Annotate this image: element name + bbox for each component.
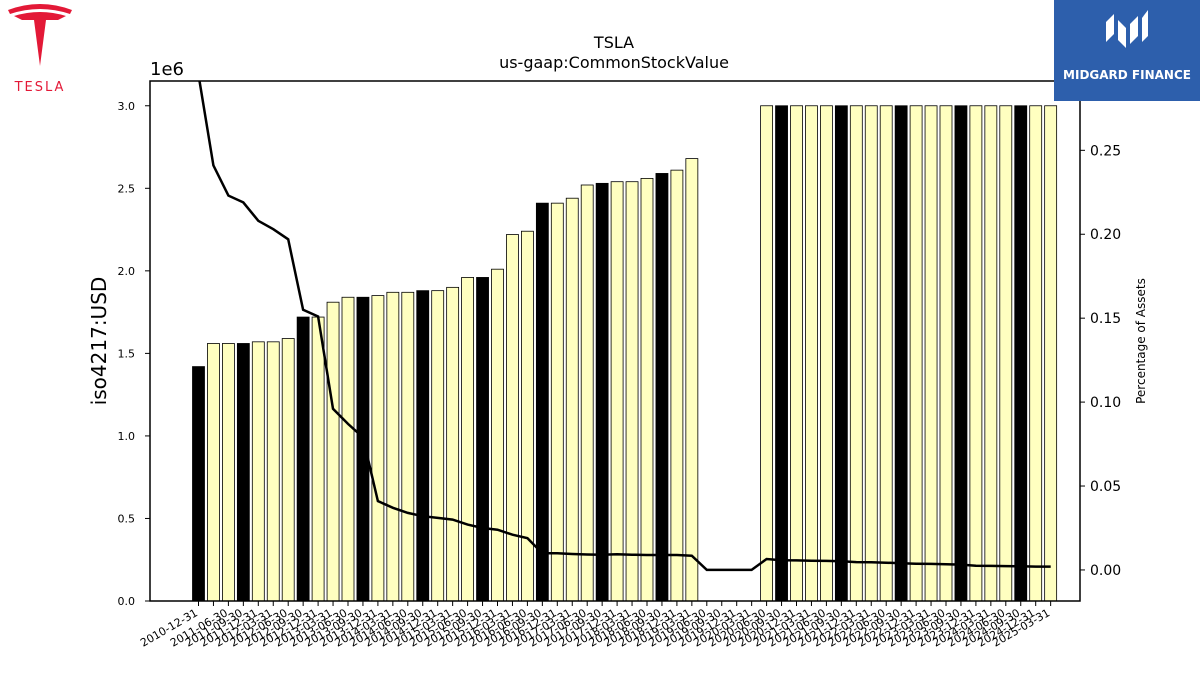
y-tick-label: 1.0: [118, 430, 136, 443]
bar: [311, 316, 325, 602]
y-tick-label: 1.5: [118, 347, 136, 360]
bar: [192, 366, 205, 602]
tesla-logo: TESLA: [0, 0, 80, 100]
tesla-wordmark: TESLA: [14, 80, 66, 95]
bar: [894, 105, 908, 602]
bar: [476, 277, 489, 602]
y-tick-label: 2.0: [118, 265, 136, 278]
midgard-wordmark: MIDGARD FINANCE: [1063, 68, 1191, 82]
y2-tick-label: 0.10: [1090, 395, 1121, 411]
bar: [506, 234, 519, 602]
y-tick-label: 2.5: [118, 182, 136, 195]
bar: [491, 268, 504, 602]
bar: [386, 291, 400, 602]
bar: [610, 181, 624, 602]
bar: [924, 105, 938, 602]
bar: [879, 105, 893, 602]
bar: [790, 105, 803, 602]
bar: [999, 105, 1013, 602]
bar: [834, 105, 848, 602]
bar: [580, 184, 594, 602]
bar: [909, 105, 923, 602]
y2-tick-label: 0.05: [1090, 479, 1121, 495]
bar: [565, 197, 579, 602]
y2-tick-label: 0.25: [1090, 143, 1121, 159]
bar: [401, 291, 415, 602]
y-multiplier-label: 1e6: [150, 59, 184, 80]
chart-subtitle: us-gaap:CommonStockValue: [499, 53, 729, 72]
bar: [1029, 105, 1043, 602]
bar: [760, 105, 773, 602]
bar: [939, 105, 953, 602]
plot-frame: [149, 80, 1081, 602]
y-axis-label: iso4217:USD: [87, 277, 111, 406]
bar: [326, 301, 340, 602]
bar: [207, 343, 220, 602]
bar: [595, 182, 609, 602]
bar: [356, 296, 370, 602]
bar: [550, 202, 564, 602]
bar: [640, 177, 654, 602]
bar: [446, 286, 460, 602]
midgard-m-icon: [1106, 10, 1148, 48]
chart-title: TSLA: [593, 33, 634, 52]
midgard-finance-logo: MIDGARD FINANCE: [1054, 0, 1200, 101]
percent-line-layer: [198, 81, 1051, 572]
y-tick-label: 0.5: [118, 512, 136, 525]
bar: [805, 105, 818, 602]
x-axis-ticks: 2010-12-312011-06-302011-09-302011-12-31…: [138, 601, 1052, 650]
y-tick-label: 3.0: [118, 100, 136, 113]
bar: [984, 105, 998, 602]
bar-layer: [192, 105, 1058, 602]
bar: [685, 158, 699, 602]
bar: [625, 181, 639, 602]
bar: [969, 105, 983, 602]
bar: [670, 169, 684, 602]
bar: [281, 338, 295, 602]
bar: [221, 343, 235, 602]
bar: [535, 202, 549, 602]
y-axis-label-right: Percentage of Assets: [1134, 278, 1148, 404]
bar: [954, 105, 968, 602]
bar: [461, 277, 475, 602]
bar: [341, 296, 355, 602]
bar: [371, 295, 385, 602]
left-axis-ticks: 0.0 0.5 1.0 1.5 2.0 2.5 3.0: [118, 100, 150, 608]
bar: [416, 290, 430, 602]
y2-tick-label: 0.00: [1090, 563, 1121, 579]
bar: [521, 230, 534, 602]
bar: [431, 290, 445, 602]
bar: [655, 173, 669, 602]
y2-tick-label: 0.20: [1090, 227, 1121, 243]
percent-of-assets-line: [198, 81, 1051, 572]
bar: [820, 105, 833, 602]
bar: [864, 105, 878, 602]
bar: [1044, 105, 1058, 602]
bar: [251, 341, 265, 602]
bar: [266, 341, 280, 602]
bar: [775, 105, 788, 602]
tesla-t-icon: [8, 4, 72, 66]
right-axis-ticks: 0.00 0.05 0.10 0.15 0.20 0.25: [1080, 143, 1121, 579]
y-tick-label: 0.0: [118, 595, 136, 608]
bar: [1014, 105, 1028, 602]
bar: [236, 343, 250, 602]
y2-tick-label: 0.15: [1090, 311, 1121, 327]
bar: [849, 105, 863, 602]
bar: [296, 316, 310, 602]
